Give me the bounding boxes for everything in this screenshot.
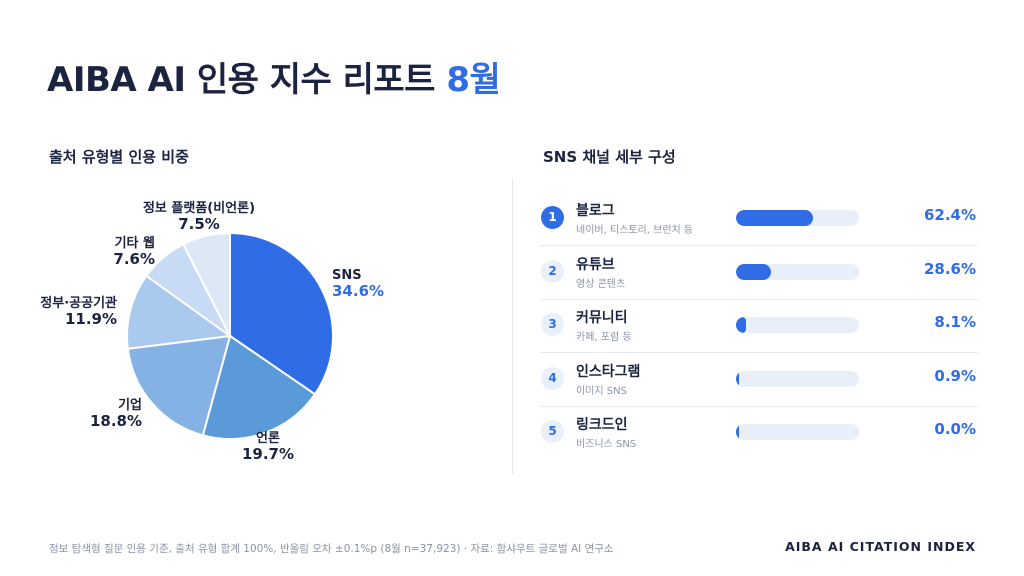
- rank-badge: 2: [541, 259, 564, 283]
- pie-slice-label: SNS: [332, 268, 362, 283]
- channel-description: 카페, 포럼 등: [576, 332, 632, 343]
- channel-percentage: 8.1%: [934, 313, 976, 331]
- channel-name: 링크드인: [576, 417, 628, 433]
- page-title: AIBA AI 인용 지수 리포트 8월: [47, 52, 501, 101]
- bar-track: [736, 263, 859, 280]
- pie-slice: [201, 334, 317, 440]
- bar-track: [736, 210, 859, 226]
- pie-slice-label: 기타 웹: [115, 235, 155, 251]
- rank-badge: 5: [541, 420, 564, 443]
- channel-name: 인스타그램: [576, 363, 641, 380]
- bar-fill: [736, 263, 772, 280]
- pie-slice-value: 34.6%: [332, 282, 384, 300]
- pie-slice: [126, 274, 233, 350]
- title-month: 8월: [446, 60, 501, 100]
- bar-fill: [736, 210, 813, 226]
- bar-track: [736, 424, 859, 440]
- bar-fill: [736, 424, 739, 440]
- pie-slice-value: 11.9%: [65, 310, 117, 328]
- channel-percentage: 28.6%: [923, 259, 976, 278]
- channel-percentage: 62.4%: [923, 206, 976, 224]
- pie-slice-value: 7.6%: [113, 250, 155, 268]
- pie-chart-title: 출처 유형별 인용 비중: [49, 148, 189, 166]
- pie-slice-label: 언론: [256, 430, 280, 446]
- footer-note: 정보 탐색형 질문 인용 기준, 출처 유형 합계 100%, 반올림 오차 ±…: [49, 543, 614, 555]
- bar-track: [736, 317, 859, 333]
- channel-name: 블로그: [576, 203, 615, 219]
- pie-slice-value: 7.5%: [178, 215, 220, 233]
- channel-description: 영상 콘텐츠: [576, 278, 626, 290]
- pie-slice-label: 기업: [118, 398, 142, 413]
- row-separator: [540, 298, 978, 300]
- bar-track: [736, 370, 859, 387]
- section-divider: [512, 178, 513, 474]
- channel-description: 네이버, 티스토리, 브런치 등: [576, 225, 694, 236]
- pie-slice-label: 정부·공공기관: [40, 295, 117, 311]
- brand-logo-text: AIBA AI CITATION INDEX: [785, 539, 976, 554]
- pie-slice: [229, 231, 334, 396]
- pie-slice: [126, 334, 232, 437]
- sns-chart-title: SNS 채널 세부 구성: [543, 148, 676, 166]
- rank-badge: 1: [541, 206, 564, 229]
- title-main: AIBA AI 인용 지수 리포트: [47, 60, 435, 100]
- pie-slice-value: 18.8%: [90, 412, 142, 430]
- rank-badge: 4: [541, 366, 564, 390]
- pie-slice: [181, 231, 231, 337]
- bar-fill: [736, 317, 746, 333]
- channel-percentage: 0.0%: [934, 420, 976, 438]
- pie-slice-value: 19.7%: [242, 445, 294, 463]
- channel-description: 비즈니스 SNS: [576, 439, 637, 450]
- channel-percentage: 0.9%: [934, 366, 976, 385]
- channel-description: 이미지 SNS: [576, 385, 627, 397]
- channel-name: 커뮤니티: [576, 310, 628, 326]
- row-separator: [540, 245, 978, 246]
- bar-fill: [736, 370, 739, 387]
- rank-badge: 3: [541, 313, 564, 336]
- row-separator: [540, 352, 978, 353]
- channel-name: 유튜브: [576, 256, 615, 273]
- pie-slice-label: 정보 플랫폼(비언론): [143, 200, 255, 216]
- row-separator: [540, 405, 978, 407]
